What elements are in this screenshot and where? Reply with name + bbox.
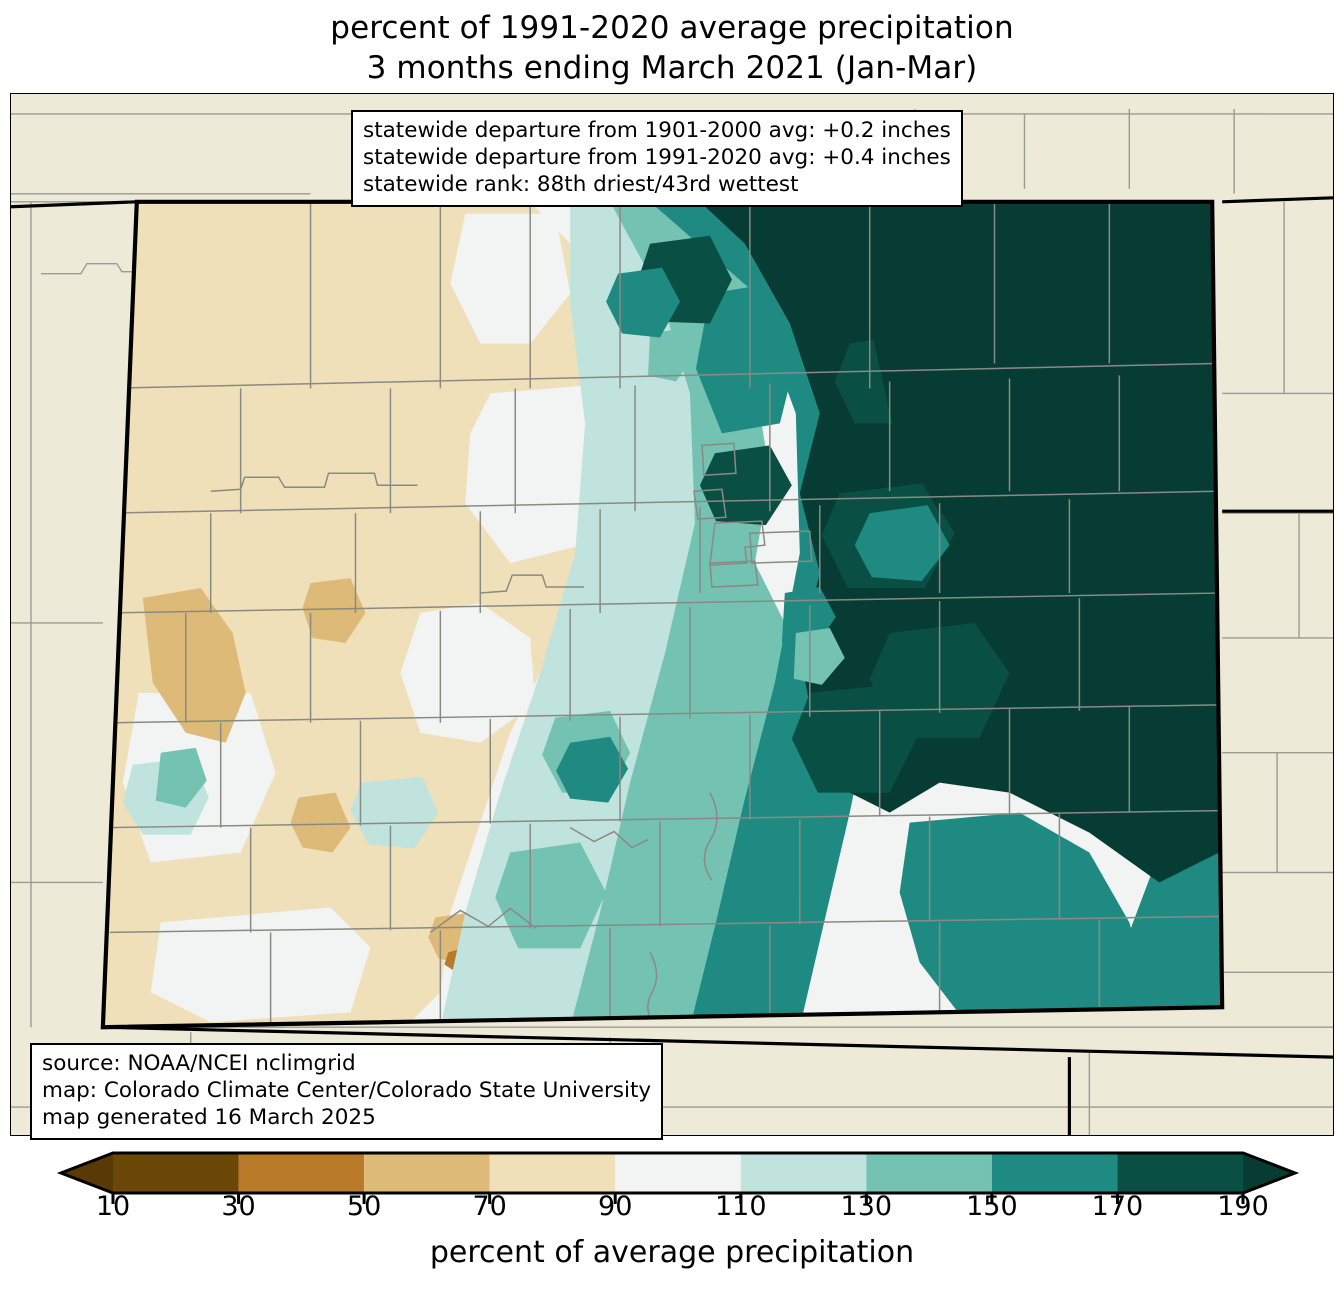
colorbar-legend: 10 30 50 70 90 110 130 150 170 190 percent of ave… [0,1145,1344,1299]
page-title: percent of 1991-2020 average precipitati… [0,8,1344,88]
colorbar-tick-label-150: 150 [966,1191,1018,1222]
colorbar-band-4 [489,1153,616,1193]
colorado-precipitation-map [11,94,1333,1135]
source-credit-box: source: NOAA/NCEI nclimgrid map: Colorad… [30,1043,664,1140]
colorbar-tick-label-30: 30 [221,1191,256,1222]
colorbar-extend-high [1243,1153,1295,1193]
source-line-1: source: NOAA/NCEI nclimgrid [42,1051,356,1076]
precipitation-contour-field [102,201,1223,1028]
stats-line-1: statewide departure from 1901-2000 avg: … [363,118,951,143]
colorbar-tick-label-170: 170 [1091,1191,1144,1222]
title-line-1: percent of 1991-2020 average precipitati… [330,10,1014,46]
colorbar-band-5 [615,1153,741,1193]
colorbar-band-6 [740,1153,867,1193]
colorbar-tick-label-110: 110 [714,1191,767,1222]
colorbar-tick-label-50: 50 [346,1191,382,1222]
stats-line-2: statewide departure from 1991-2020 avg: … [363,145,951,170]
colorbar-band-9 [1117,1153,1243,1193]
colorbar-extend-low [61,1153,113,1193]
colorbar-band-8 [991,1153,1118,1193]
colorbar-tick-label-10: 10 [95,1191,131,1222]
colorbar-tick-group [111,1193,1245,1204]
colorbar-band-3 [364,1153,490,1193]
statewide-stats-box: statewide departure from 1901-2000 avg: … [351,110,963,207]
colorbar-swatches [56,1151,1300,1204]
colorbar-axis-title: percent of average precipitation [429,1235,915,1270]
colorbar-band-7 [866,1153,992,1193]
colorbar-band-2 [238,1153,365,1193]
colorbar-band-1 [113,1153,239,1193]
source-line-3: map generated 16 March 2025 [42,1105,376,1130]
source-line-2: map: Colorado Climate Center/Colorado St… [42,1078,652,1103]
county-boundaries [102,201,1222,1028]
colorbar-band-group [61,1153,1295,1193]
stats-line-3: statewide rank: 88th driest/43rd wettest [363,172,799,197]
colorbar-tick-label-190: 190 [1217,1191,1269,1222]
colorbar-tick-label-90: 90 [598,1191,633,1222]
colorbar-tick-label-70: 70 [472,1191,507,1222]
colorbar-tick-label-130: 130 [840,1191,893,1222]
title-line-2: 3 months ending March 2021 (Jan-Mar) [366,50,978,86]
map-panel [10,93,1334,1136]
colorbar-outline [56,1151,1300,1195]
